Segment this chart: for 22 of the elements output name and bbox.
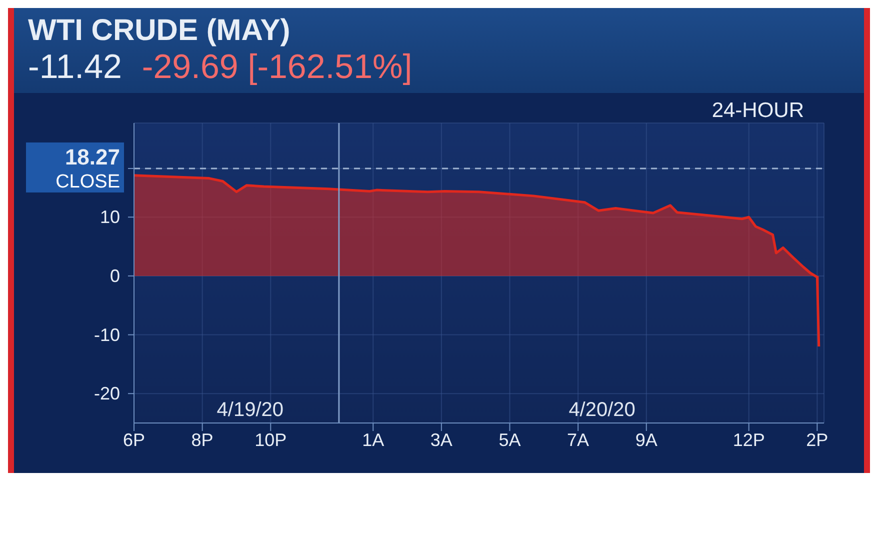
annotation: 4/20/20 xyxy=(568,399,636,422)
annotation: 4/19/20 xyxy=(216,399,284,422)
chart-title: WTI CRUDE (MAY) xyxy=(28,14,292,48)
y-tick-label: -10 xyxy=(94,324,120,345)
y-tick-label: 18.27 xyxy=(64,144,120,170)
text: -29.69 [-162.51%] xyxy=(142,48,412,86)
y-tick-label: -20 xyxy=(94,384,120,404)
x-tick-label: 8P xyxy=(191,430,214,450)
y-tick-label: 10 xyxy=(100,207,120,228)
chart-subtitle: -11.42 xyxy=(28,48,122,86)
x-tick-label: 7A xyxy=(567,430,590,450)
y-tick-label: 0 xyxy=(110,266,120,286)
x-tick-label: 6P xyxy=(122,430,146,450)
x-tick-label: 9A xyxy=(635,430,658,450)
x-tick-label: 10P xyxy=(254,430,287,450)
x-tick-label: 1A xyxy=(362,430,384,450)
x-tick-label: 5A xyxy=(498,430,521,450)
x-tick-label: 2P xyxy=(806,430,828,450)
text: 24-HOUR xyxy=(712,99,804,123)
x-tick-label: 12P xyxy=(732,430,765,450)
x-tick-label: 3A xyxy=(430,430,452,450)
ref-line-label: CLOSE xyxy=(56,171,120,192)
